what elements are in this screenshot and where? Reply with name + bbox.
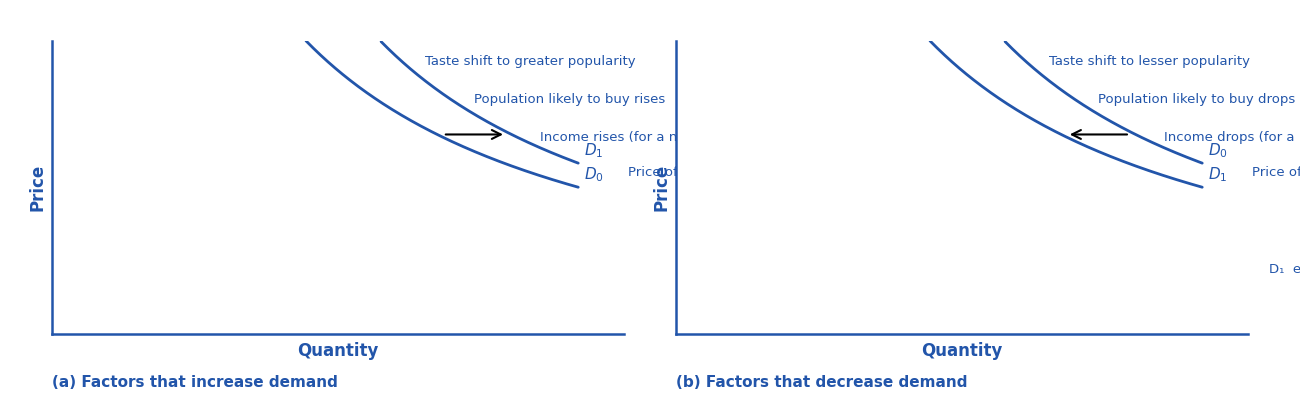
Text: $D_1$: $D_1$: [1208, 166, 1227, 184]
Text: (a) Factors that increase demand: (a) Factors that increase demand: [52, 375, 338, 390]
X-axis label: Quantity: Quantity: [298, 342, 378, 360]
Text: (b) Factors that decrease demand: (b) Factors that decrease demand: [676, 375, 967, 390]
Y-axis label: Price: Price: [29, 164, 47, 211]
Text: Price of substitutes falls: Price of substitutes falls: [1252, 166, 1300, 179]
Text: Income rises (for a normal good): Income rises (for a normal good): [541, 131, 758, 144]
Text: Taste shift to greater popularity: Taste shift to greater popularity: [425, 55, 636, 68]
Text: $D_1$: $D_1$: [584, 142, 603, 160]
Y-axis label: Price: Price: [653, 164, 671, 211]
Text: Price of complements falls: Price of complements falls: [759, 201, 935, 214]
Text: Future expectations: Future expectations: [954, 234, 1087, 247]
Text: Population likely to buy rises: Population likely to buy rises: [473, 93, 664, 106]
Text: D₁  encourage buying: D₁ encourage buying: [1269, 263, 1300, 276]
Text: Price of substitutes rises: Price of substitutes rises: [628, 166, 792, 179]
Text: Population likely to buy drops: Population likely to buy drops: [1097, 93, 1295, 106]
Text: Income drops (for a normal good): Income drops (for a normal good): [1165, 131, 1300, 144]
Text: $D_0$: $D_0$: [584, 166, 603, 184]
X-axis label: Quantity: Quantity: [922, 342, 1002, 360]
Text: $D_0$: $D_0$: [1208, 142, 1227, 160]
Text: Taste shift to lesser popularity: Taste shift to lesser popularity: [1049, 55, 1249, 68]
